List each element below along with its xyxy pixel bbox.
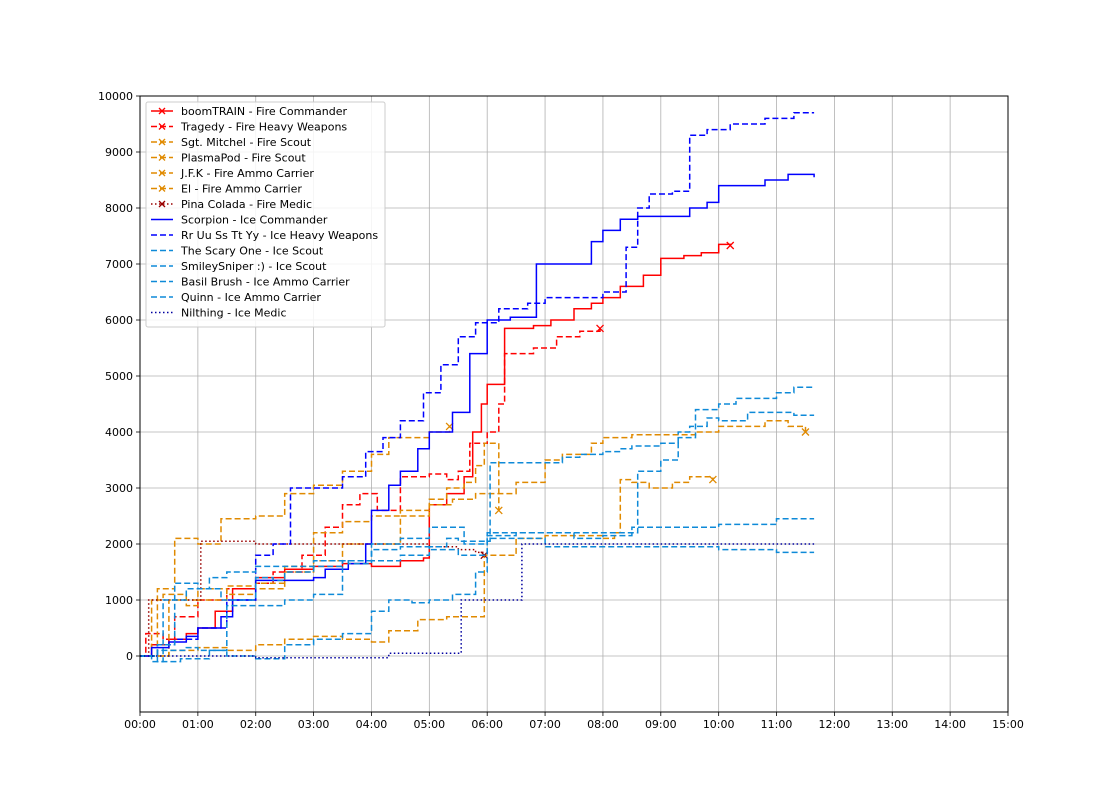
- legend: boomTRAIN - Fire Commander Tragedy - Fire…: [145, 101, 386, 328]
- legend-entry: Rr Uu Ss Tt Yy - Ice Heavy Weapons: [151, 229, 378, 242]
- series-line-10: [140, 518, 815, 663]
- legend-label: El - Fire Ammo Carrier: [181, 183, 302, 196]
- series-lines: [140, 112, 815, 663]
- y-tick-label: 6000: [105, 314, 133, 327]
- series-line-3: [140, 426, 451, 657]
- y-tick-label: 2000: [105, 538, 133, 551]
- series-line-8: [140, 112, 815, 657]
- legend-label: boomTRAIN - Fire Commander: [181, 105, 347, 118]
- series-end-marker-1: [596, 324, 604, 333]
- series-end-marker-2: [494, 506, 503, 515]
- series-end-marker-5: [801, 428, 810, 436]
- axes: 00:00 01:00 02:00 03:00 04:00 05:00 06:00 07:00…: [98, 90, 1024, 731]
- legend-label: J.F.K - Fire Ammo Carrier: [180, 167, 314, 180]
- y-tick-label: 3000: [105, 482, 133, 495]
- series-line-4: [140, 476, 714, 657]
- series-line-5: [140, 420, 807, 657]
- x-tick-label: 11:00: [761, 718, 793, 731]
- x-tick-label: 04:00: [356, 718, 388, 731]
- series-end-marker-0: [726, 241, 735, 250]
- y-tick-label: 9000: [105, 146, 133, 159]
- legend-entry: Scorpion - Ice Commander: [151, 214, 328, 227]
- legend-entry: boomTRAIN - Fire Commander: [151, 105, 347, 118]
- legend-label: SmileySniper :) - Ice Scout: [181, 260, 327, 273]
- legend-entry: The Scary One - Ice Scout: [151, 245, 324, 258]
- legend-label: Nilthing - Ice Medic: [181, 307, 287, 320]
- x-tick-label: 06:00: [471, 718, 503, 731]
- legend-label: Quinn - Ice Ammo Carrier: [181, 291, 321, 304]
- x-tick-label: 01:00: [182, 718, 214, 731]
- legend-entry: Sgt. Mitchel - Fire Scout: [151, 136, 312, 149]
- legend-box: [145, 101, 386, 328]
- legend-label: PlasmaPod - Fire Scout: [181, 152, 306, 165]
- y-tick-label: 4000: [105, 426, 133, 439]
- series-line-9: [140, 526, 815, 663]
- legend-entry: J.F.K - Fire Ammo Carrier: [151, 167, 314, 180]
- legend-label: Pina Colada - Fire Medic: [181, 198, 312, 211]
- y-tick-label: 8000: [105, 202, 133, 215]
- x-tick-label: 02:00: [240, 718, 272, 731]
- x-tick-label: 14:00: [934, 718, 966, 731]
- series-line-11: [140, 411, 815, 657]
- legend-label: Tragedy - Fire Heavy Weapons: [180, 121, 347, 134]
- legend-entry: El - Fire Ammo Carrier: [151, 183, 302, 196]
- x-tick-label: 00:00: [124, 718, 156, 731]
- legend-entry: PlasmaPod - Fire Scout: [151, 152, 306, 165]
- legend-label: Basil Brush - Ice Ammo Carrier: [181, 276, 350, 289]
- x-tick-label: 08:00: [587, 718, 619, 731]
- series-line-12: [140, 386, 815, 660]
- legend-entry: Nilthing - Ice Medic: [151, 307, 287, 320]
- y-tick-label: 7000: [105, 258, 133, 271]
- legend-label: Sgt. Mitchel - Fire Scout: [181, 136, 312, 149]
- series-line-13: [140, 543, 815, 659]
- legend-entry: Quinn - Ice Ammo Carrier: [151, 291, 321, 304]
- legend-label: Scorpion - Ice Commander: [181, 214, 328, 227]
- x-tick-label: 15:00: [992, 718, 1024, 731]
- x-tick-label: 10:00: [703, 718, 735, 731]
- y-tick-label: 10000: [98, 90, 133, 103]
- legend-entry: Tragedy - Fire Heavy Weapons: [151, 121, 347, 134]
- x-tick-label: 05:00: [413, 718, 445, 731]
- y-tick-label: 0: [126, 650, 133, 663]
- y-tick-label: 5000: [105, 370, 133, 383]
- series-line-7: [140, 173, 815, 657]
- legend-entry: Basil Brush - Ice Ammo Carrier: [151, 276, 350, 289]
- legend-label: The Scary One - Ice Scout: [180, 245, 324, 258]
- x-tick-label: 13:00: [876, 718, 908, 731]
- legend-entry: Pina Colada - Fire Medic: [151, 198, 312, 211]
- x-tick-label: 09:00: [645, 718, 677, 731]
- plot-frame: [139, 95, 1009, 713]
- series-end-marker-4: [708, 475, 717, 484]
- x-tick-label: 03:00: [298, 718, 330, 731]
- legend-entry: SmileySniper :) - Ice Scout: [151, 260, 327, 273]
- y-tick-label: 1000: [105, 594, 133, 607]
- x-tick-label: 07:00: [529, 718, 561, 731]
- legend-label: Rr Uu Ss Tt Yy - Ice Heavy Weapons: [181, 229, 378, 242]
- x-tick-label: 12:00: [819, 718, 851, 731]
